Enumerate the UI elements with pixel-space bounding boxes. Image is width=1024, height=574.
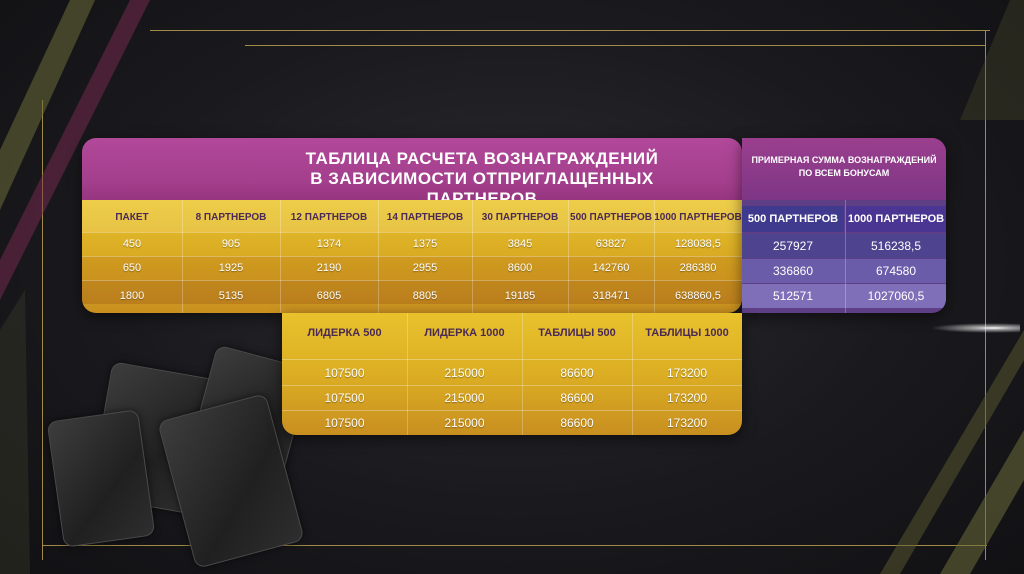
bonus-summary-header: Примерная сумма вознаграждений по всем б… [742,138,946,200]
table-cell: 142760 [592,262,630,274]
header-tables-500: Таблицы 500 [538,327,616,339]
table-cell: 128038,5 [675,238,721,250]
frame-line-left [42,100,43,560]
side-row-shade [742,259,946,283]
table-cell: 8805 [412,290,438,302]
header-1000-partners: 1000 партнеров [654,212,742,223]
table-cell: 86600 [560,391,594,405]
side-title-line-2: по всем бонусам [798,168,890,178]
side-cell: 674580 [875,264,917,278]
table-cell: 215000 [444,366,485,380]
title-line-1: Таблица расчета вознаграждений [305,149,659,168]
side-row-shade [742,284,946,308]
row-divider [82,256,742,257]
header-30-partners: 30 партнеров [481,212,559,223]
table-cell: 2190 [316,262,342,274]
table-cell: 215000 [444,391,485,405]
table-cell: 905 [221,238,241,250]
side-header-500: 500 партнеров [742,206,844,232]
rewards-table-body: Пакет 8 партнеров 12 партнеров 14 партне… [82,200,742,313]
table-cell: 107500 [324,416,365,430]
header-12-partners: 12 партнеров [290,212,368,223]
row-shade [82,256,742,280]
frame-line-bottom [42,545,987,546]
header-8-partners: 8 партнеров [195,212,267,223]
table-cell: 8600 [507,262,533,274]
row-shade [82,200,742,232]
frame-line-top-inner [245,45,985,46]
gold-bar-icon [46,409,156,548]
table-cell: 86600 [560,416,594,430]
row-divider [82,280,742,281]
table-cell: 2955 [412,262,438,274]
col-divider [654,200,655,313]
row-divider [282,359,742,360]
table-cell: 107500 [324,391,365,405]
side-row-shade [742,234,946,258]
table-cell: 1925 [218,262,244,274]
row-divider [82,232,742,233]
rewards-table: Таблица расчета вознаграждений в зависим… [82,138,742,313]
table-cell: 286380 [679,262,717,274]
table-cell: 1374 [316,238,342,250]
leader-bonus-table: Лидерка 500 Лидерка 1000 Таблицы 500 Таб… [282,313,742,435]
table-cell: 173200 [666,366,708,380]
table-cell: 650 [122,262,142,274]
bonus-summary-table: Примерная сумма вознаграждений по всем б… [742,138,946,313]
col-divider [472,200,473,313]
side-cell: 257927 [772,239,814,253]
table-cell: 450 [122,238,142,250]
table-cell: 1800 [119,290,145,302]
col-divider [378,200,379,313]
table-cell: 63827 [595,238,627,250]
row-divider [282,385,742,386]
gold-bars-illustration [40,344,312,569]
table-cell: 3845 [507,238,533,250]
table-cell: 1375 [412,238,438,250]
side-header-1000: 1000 партнеров [846,206,946,232]
table-cell: 6805 [316,290,342,302]
table-cell: 318471 [592,290,630,302]
col-divider [522,313,523,435]
col-divider [407,313,408,435]
table-cell: 19185 [504,290,536,302]
table-cell: 173200 [666,391,708,405]
bonus-summary-title: Примерная сумма вознаграждений по всем б… [742,154,946,180]
frame-line-top [150,30,990,31]
side-cell: 512571 [772,289,814,303]
header-14-partners: 14 партнеров [386,212,464,223]
side-title-line-1: Примерная сумма вознаграждений [751,155,937,165]
frame-line-right [985,30,986,560]
header-leader-1000: Лидерка 1000 [424,327,505,339]
rewards-table-header: Таблица расчета вознаграждений в зависим… [82,138,742,208]
table-cell: 173200 [666,416,708,430]
header-tables-1000: Таблицы 1000 [645,327,729,339]
header-leader-500: Лидерка 500 [307,327,382,339]
row-shade [82,280,742,304]
table-cell: 215000 [444,416,485,430]
table-cell: 638860,5 [675,290,721,302]
table-cell: 5135 [218,290,244,302]
col-divider [182,200,183,313]
side-cell: 1027060,5 [867,289,925,303]
side-cell: 336860 [772,264,814,278]
col-divider [280,200,281,313]
header-package: Пакет [115,212,149,223]
light-flare [930,323,1020,333]
side-cell: 516238,5 [870,239,922,253]
row-divider [282,410,742,411]
col-divider [568,200,569,313]
table-cell: 86600 [560,366,594,380]
col-divider [632,313,633,435]
side-col-divider [845,200,846,313]
table-cell: 107500 [324,366,365,380]
header-500-partners: 500 партнеров [570,212,652,223]
